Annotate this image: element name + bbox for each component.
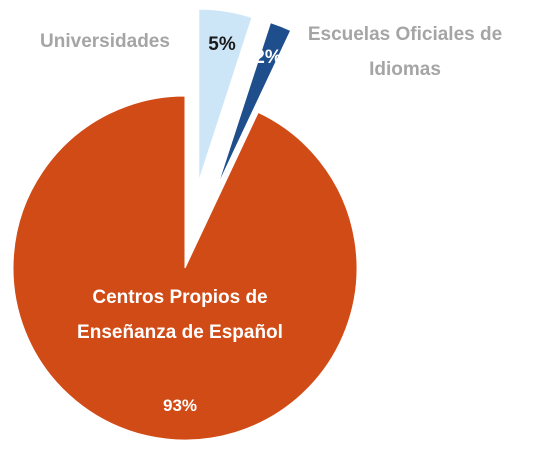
value-label: 93% <box>162 396 198 415</box>
category-label: Escuelas Oficiales de Idiomas <box>307 24 503 80</box>
value-label: 2% <box>254 47 282 68</box>
value-label: 5% <box>208 34 236 55</box>
category-label: Centros Propios de Enseñanza de Español <box>77 287 283 343</box>
pie-slice <box>198 8 253 182</box>
category-label: Universidades <box>40 31 170 52</box>
pie-slice <box>216 21 292 187</box>
pie-slice <box>12 95 358 441</box>
